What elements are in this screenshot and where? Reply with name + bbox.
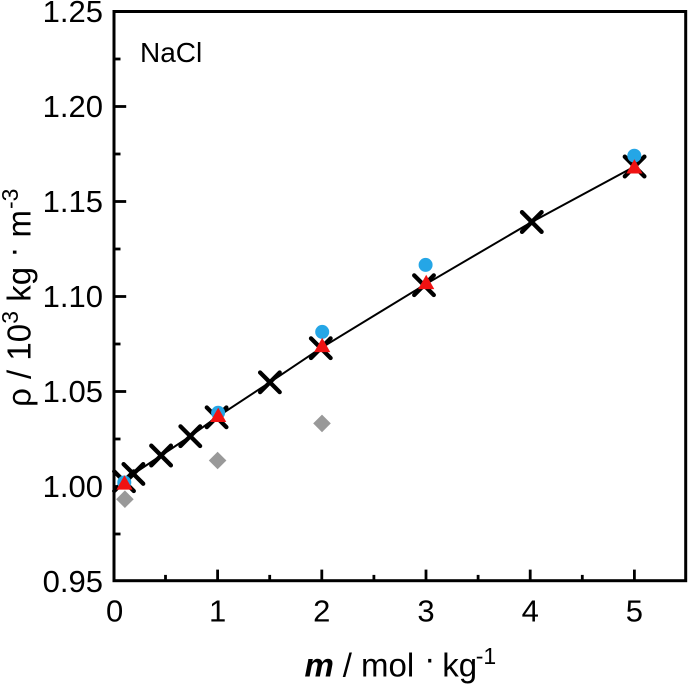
svg-text:0: 0	[106, 594, 123, 629]
svg-text:3: 3	[417, 594, 434, 629]
svg-text:0.95: 0.95	[43, 564, 103, 599]
svg-text:kg · m: kg · m	[0, 210, 38, 302]
svg-text:·: ·	[424, 640, 435, 677]
svg-text:1.00: 1.00	[43, 469, 103, 504]
svg-text:2: 2	[313, 594, 330, 629]
svg-text:1.15: 1.15	[43, 184, 103, 219]
svg-text:m: m	[305, 647, 334, 684]
svg-text:3: 3	[0, 311, 23, 324]
svg-text:1.10: 1.10	[43, 279, 103, 314]
svg-text:1.25: 1.25	[43, 0, 103, 29]
svg-text:ρ / 10: ρ / 10	[1, 324, 38, 407]
svg-text:-1: -1	[476, 643, 496, 669]
svg-text:-3: -3	[0, 189, 23, 209]
svg-text:1.20: 1.20	[43, 89, 103, 124]
svg-text:5: 5	[626, 594, 643, 629]
svg-text:1: 1	[209, 594, 226, 629]
svg-text:4: 4	[522, 594, 539, 629]
svg-text:/ mol: / mol	[343, 647, 415, 684]
svg-text:1.05: 1.05	[43, 374, 103, 409]
svg-text:kg: kg	[442, 647, 477, 684]
svg-text:NaCl: NaCl	[140, 37, 202, 68]
